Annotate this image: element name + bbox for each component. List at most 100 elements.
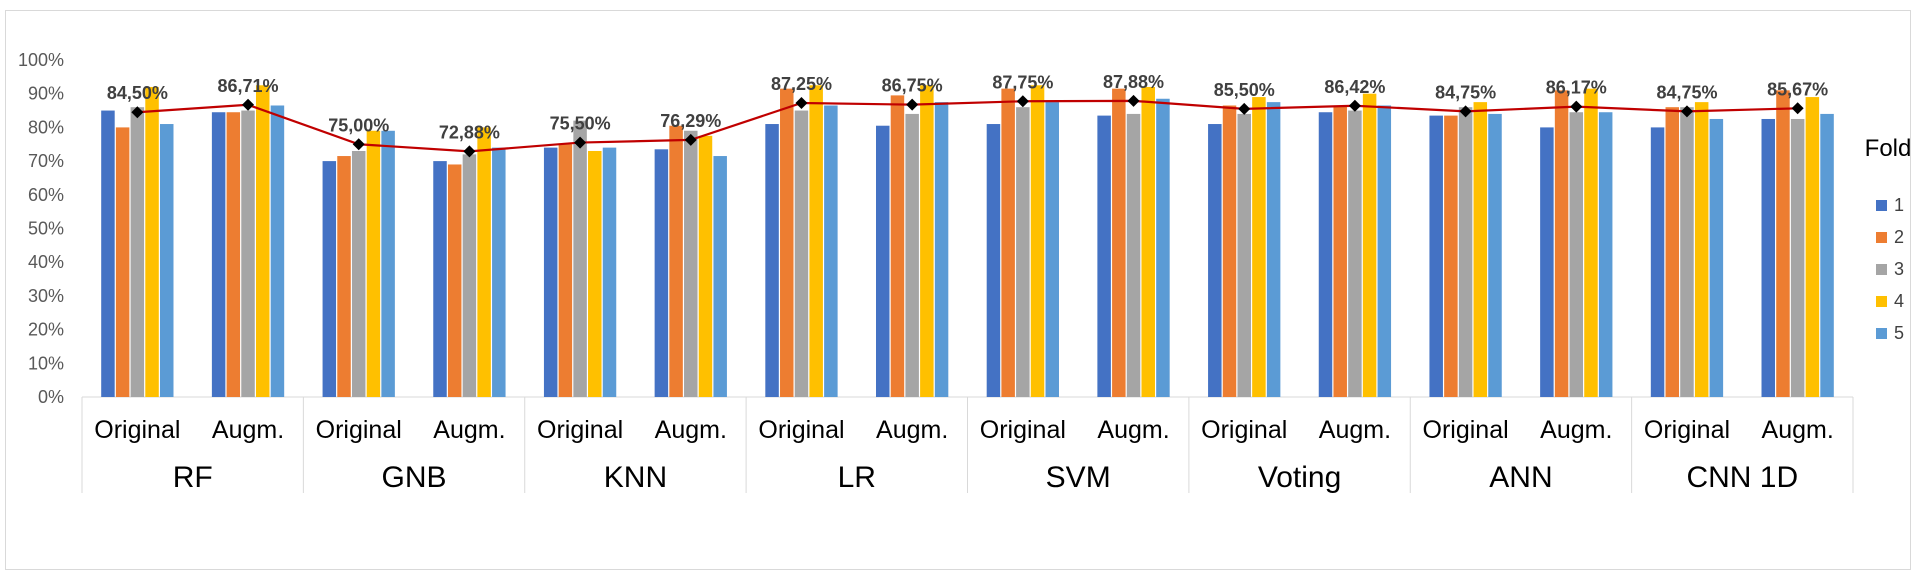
- average-data-label: 87,75%: [992, 72, 1053, 92]
- bar-fold-1: [101, 110, 115, 398]
- bar-fold-3: [1016, 107, 1030, 398]
- bar-fold-2: [1444, 115, 1458, 397]
- subcategory-label: Augm.: [1097, 416, 1169, 444]
- bar-fold-5: [1820, 113, 1834, 398]
- average-marker: [242, 98, 255, 111]
- average-marker: [463, 145, 476, 158]
- bar-fold-2: [447, 164, 462, 397]
- legend-entry-label: 2: [1894, 227, 1904, 247]
- average-marker: [1459, 105, 1472, 118]
- bar-fold-3: [351, 150, 366, 397]
- bar-fold-5: [159, 124, 174, 397]
- average-data-label: 72,88%: [439, 122, 500, 142]
- bar-fold-1: [1097, 115, 1111, 397]
- average-data-label: 86,17%: [1546, 78, 1607, 98]
- bar-fold-5: [270, 105, 285, 398]
- bars-layer: [101, 85, 1834, 398]
- bar-fold-1: [765, 124, 779, 397]
- subcategory-label: Augm.: [1762, 416, 1834, 444]
- bar-fold-1: [876, 125, 890, 397]
- average-marker: [795, 96, 808, 109]
- bar-fold-1: [211, 112, 226, 398]
- bar-fold-2: [890, 95, 905, 397]
- bar-fold-3: [241, 110, 255, 398]
- average-marker: [352, 138, 365, 151]
- legend-entry-label: 3: [1894, 259, 1904, 279]
- group-label: RF: [173, 461, 213, 494]
- bar-fold-4: [1252, 97, 1266, 397]
- y-tick-label: 0%: [38, 387, 64, 407]
- bar-fold-2: [1665, 107, 1680, 398]
- bar-fold-1: [1429, 115, 1443, 397]
- bar-fold-1: [1650, 127, 1665, 398]
- bar-fold-1: [543, 147, 558, 397]
- bar-fold-4: [477, 127, 491, 398]
- bar-fold-5: [824, 105, 838, 398]
- y-tick-label: 30%: [28, 286, 64, 306]
- bar-fold-3: [1237, 113, 1251, 398]
- bar-fold-4: [1141, 86, 1155, 398]
- bar-fold-5: [602, 147, 617, 397]
- average-data-label: 86,75%: [882, 76, 943, 96]
- subcategory-label: Original: [1201, 416, 1287, 444]
- average-marker: [1016, 95, 1029, 108]
- average-data-label: 84,75%: [1656, 82, 1717, 102]
- bar-fold-5: [934, 102, 949, 397]
- bar-fold-3: [1790, 118, 1805, 397]
- legend-swatch: [1876, 264, 1887, 275]
- bar-fold-1: [1318, 112, 1333, 398]
- average-line-layer: [131, 94, 1804, 158]
- bar-fold-3: [1680, 107, 1694, 398]
- average-data-label: 86,71%: [218, 76, 279, 96]
- legend-swatch: [1876, 232, 1887, 243]
- bar-fold-2: [337, 156, 351, 397]
- subcategory-label: Augm.: [212, 416, 284, 444]
- subcategory-label: Augm.: [1540, 416, 1612, 444]
- y-tick-label: 10%: [28, 353, 64, 373]
- group-label: SVM: [1046, 461, 1111, 494]
- bar-fold-1: [654, 149, 669, 397]
- average-data-label: 76,29%: [660, 111, 721, 131]
- bar-fold-3: [1126, 113, 1141, 398]
- legend-swatch: [1876, 328, 1887, 339]
- y-tick-label: 50%: [28, 219, 64, 239]
- group-label: GNB: [382, 461, 447, 494]
- bar-fold-4: [145, 86, 159, 398]
- legend-swatch: [1876, 296, 1887, 307]
- average-data-label: 86,42%: [1324, 77, 1385, 97]
- legend-entry-label: 4: [1894, 291, 1904, 311]
- bar-fold-4: [1473, 102, 1488, 397]
- bar-fold-5: [1488, 113, 1502, 398]
- bar-fold-1: [1761, 118, 1776, 397]
- bar-fold-5: [1598, 112, 1613, 398]
- subcategory-label: Original: [758, 416, 844, 444]
- bar-fold-2: [558, 144, 573, 397]
- y-tick-label: 70%: [28, 151, 64, 171]
- average-marker: [906, 98, 919, 111]
- average-marker: [1680, 105, 1693, 118]
- axis-layer: 0% 10% 20% 30% 40% 50% 60% 70% 80% 90% 100% Origina…: [18, 50, 1854, 494]
- bar-fold-3: [1348, 110, 1362, 398]
- subcategory-label: Augm.: [655, 416, 727, 444]
- bar-fold-3: [905, 113, 919, 398]
- average-marker: [574, 136, 587, 149]
- bar-fold-2: [1776, 90, 1790, 397]
- subcategory-label: Original: [537, 416, 623, 444]
- y-tick-label: 20%: [28, 320, 64, 340]
- bar-fold-5: [713, 156, 727, 397]
- data-labels-layer: 84,50% 86,71% 75,00% 72,88% 75,50% 76,29% 87,2…: [107, 72, 1828, 143]
- subcategory-label: Original: [316, 416, 402, 444]
- bar-fold-5: [381, 130, 395, 397]
- bar-fold-5: [1709, 118, 1724, 397]
- fold-accuracy-chart: 0% 10% 20% 30% 40% 50% 60% 70% 80% 90% 100% Origina…: [18, 50, 1911, 494]
- bar-fold-4: [588, 150, 602, 397]
- y-tick-label: 90%: [28, 84, 64, 104]
- subcategory-label: Original: [1644, 416, 1730, 444]
- subcategory-label: Original: [1423, 416, 1509, 444]
- average-data-label: 84,50%: [107, 83, 168, 103]
- subcategory-label: Augm.: [433, 416, 505, 444]
- subcategory-label: Original: [980, 416, 1066, 444]
- bar-fold-1: [986, 124, 1001, 397]
- group-label: CNN 1D: [1686, 461, 1798, 494]
- average-data-label: 75,00%: [328, 115, 389, 135]
